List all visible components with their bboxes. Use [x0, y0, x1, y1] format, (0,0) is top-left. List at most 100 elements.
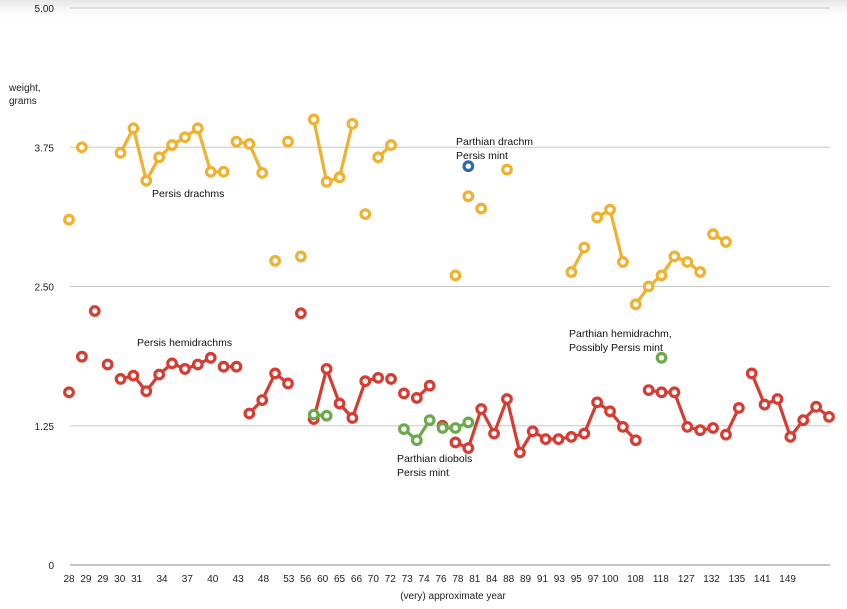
y-axis-label-line-2: grams [9, 96, 37, 107]
data-point [642, 384, 655, 397]
data-point [616, 256, 629, 268]
x-tick-label: 78 [452, 574, 464, 585]
annotation-label: Parthian hemidrachm, [569, 328, 672, 340]
data-point [475, 202, 488, 215]
data-point [217, 165, 230, 178]
data-point [758, 398, 771, 411]
data-point [681, 256, 694, 268]
data-point [423, 379, 436, 392]
data-point [784, 430, 797, 443]
data-point [359, 375, 372, 388]
data-point [410, 434, 423, 447]
series-line [312, 119, 354, 184]
data-point [256, 394, 269, 407]
x-tick-label: 28 [63, 574, 75, 585]
x-tick-label: 37 [182, 574, 194, 585]
data-point [204, 351, 217, 364]
x-tick-label: 29 [80, 574, 92, 585]
y-tick-label: 1.25 [35, 422, 55, 433]
annotations: Persis drachms Persis hemidrachms Parthian… [137, 136, 672, 479]
x-tick-label: 70 [368, 574, 380, 585]
series-3 [462, 160, 475, 173]
annotation-label: Parthian drachm [456, 136, 533, 148]
data-point [346, 117, 359, 130]
data-point [720, 428, 732, 441]
y-tick-label: 3.75 [35, 143, 55, 154]
x-tick-label: 95 [571, 574, 583, 585]
x-axis-label: (very) approximate year [400, 591, 506, 602]
x-tick-label: 72 [385, 574, 397, 585]
x-tick-label: 43 [233, 574, 245, 585]
data-point [398, 423, 410, 435]
data-point [449, 269, 462, 282]
data-point [320, 175, 333, 188]
x-tick-label: 132 [703, 574, 720, 585]
data-point [655, 269, 668, 282]
data-point [423, 414, 436, 427]
data-point [707, 422, 719, 434]
data-point [230, 135, 243, 148]
x-tick-label: 127 [678, 574, 695, 585]
x-tick-label: 97 [588, 574, 600, 585]
annotation-label: Persis drachms [152, 188, 224, 200]
data-point [333, 171, 346, 184]
y-tick-label: 2.50 [35, 283, 55, 294]
data-point [243, 138, 256, 150]
x-tick-label: 56 [300, 574, 312, 585]
x-tick-label: 74 [419, 574, 431, 585]
data-point [694, 424, 707, 437]
data-point [269, 254, 282, 267]
x-tick-label: 53 [283, 574, 295, 585]
x-tick-label: 118 [653, 574, 669, 585]
data-point [307, 113, 320, 126]
annotation-label: Parthian diobols [397, 453, 472, 465]
data-point [591, 396, 604, 409]
series-1 [63, 305, 835, 459]
data-point [153, 151, 166, 164]
series-0 [63, 113, 732, 311]
data-point [745, 367, 758, 380]
data-point [63, 386, 75, 399]
data-point [179, 363, 191, 375]
grid [70, 7, 830, 566]
data-point [578, 241, 591, 254]
data-point [707, 228, 719, 241]
data-point [359, 208, 372, 220]
y-tick-label: 5.00 [35, 4, 55, 15]
data-point [462, 190, 475, 203]
data-point [565, 430, 578, 443]
data-point [230, 360, 243, 373]
data-point [565, 266, 578, 278]
data-point [655, 351, 668, 364]
x-tick-label: 31 [131, 574, 143, 585]
data-point [694, 266, 707, 278]
data-point [127, 122, 140, 135]
data-point [320, 363, 333, 375]
y-axis: 0 1.25 2.50 3.75 5.00 [35, 4, 55, 572]
x-tick-label: 34 [156, 574, 168, 585]
data-point [655, 386, 668, 399]
data-point [539, 433, 552, 446]
series-line [248, 371, 289, 415]
data-point [385, 373, 397, 385]
data-point [256, 166, 269, 179]
data-point [462, 416, 475, 429]
x-tick-label: 76 [435, 574, 447, 585]
data-point [204, 165, 217, 178]
data-point [282, 135, 294, 148]
data-point [114, 373, 127, 385]
x-tick-label: 29 [97, 574, 109, 585]
data-point [449, 422, 462, 434]
data-point [604, 405, 616, 418]
x-tick-label: 66 [351, 574, 363, 585]
x-tick-label: 93 [554, 574, 566, 585]
data-point [385, 139, 397, 151]
x-tick-label: 108 [627, 574, 644, 585]
x-tick-label: 89 [520, 574, 532, 585]
data-point [294, 250, 307, 263]
data-point [823, 410, 835, 423]
annotation-label: Possibly Persis mint [569, 342, 663, 354]
data-point [372, 371, 385, 384]
data-point [488, 427, 500, 440]
data-point [114, 146, 127, 159]
